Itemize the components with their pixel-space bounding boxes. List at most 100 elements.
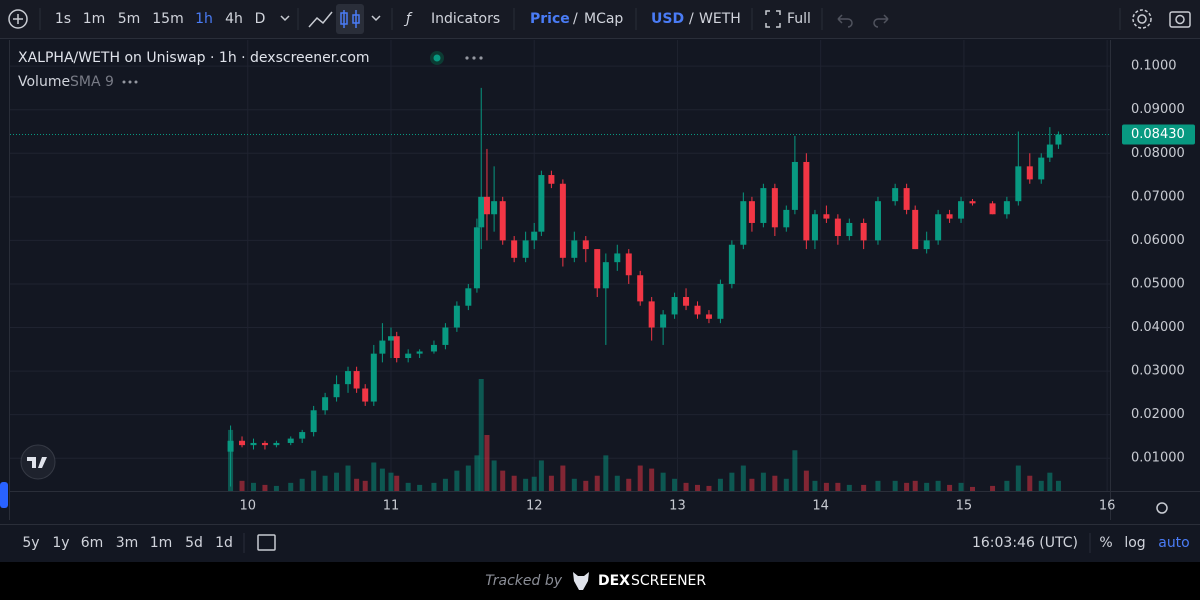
candle-body xyxy=(625,253,632,276)
candle-body xyxy=(1015,166,1022,202)
auto-toggle[interactable]: auto xyxy=(1158,535,1190,551)
volume-bar xyxy=(431,482,437,491)
y-tick-label: 0.1000 xyxy=(1131,59,1177,74)
volume-bar xyxy=(772,475,778,491)
candle-body xyxy=(483,196,490,215)
undo-button[interactable] xyxy=(837,14,853,28)
volume-bar xyxy=(649,468,655,491)
volume-bar xyxy=(523,478,529,491)
candle-body xyxy=(728,244,735,284)
candle-body xyxy=(874,201,881,241)
last-price-badge xyxy=(1122,124,1195,145)
price-toggle-other[interactable]: MCap xyxy=(584,11,623,27)
range-button[interactable]: 1m xyxy=(150,535,173,551)
volume-bar xyxy=(560,465,566,491)
interval-button[interactable]: 1m xyxy=(83,11,106,27)
volume-bar xyxy=(394,475,400,491)
volume-bar xyxy=(262,484,268,491)
percent-toggle[interactable]: % xyxy=(1099,535,1112,551)
chart-type-dropdown[interactable] xyxy=(371,15,381,22)
line-chart-button[interactable] xyxy=(308,11,333,28)
x-tick-label: 15 xyxy=(956,499,973,514)
interval-button[interactable]: D xyxy=(255,11,266,27)
candle-body xyxy=(683,297,690,306)
candle-body xyxy=(637,275,644,302)
candle-body xyxy=(771,188,778,228)
candle-body xyxy=(760,188,767,223)
range-button[interactable]: 1d xyxy=(215,535,233,551)
candle-body xyxy=(903,188,910,210)
interval-button[interactable]: 1s xyxy=(55,11,71,27)
candle-body xyxy=(379,340,386,354)
range-button[interactable]: 1y xyxy=(52,535,69,551)
candle-body xyxy=(602,262,609,289)
dexscreener-logo xyxy=(573,572,589,590)
indicators-button[interactable]: Indicators xyxy=(431,11,500,27)
screenshot-button[interactable] xyxy=(1169,11,1191,28)
range-button[interactable]: 5d xyxy=(185,535,203,551)
volume-bar xyxy=(548,475,554,491)
volume-bar xyxy=(660,472,666,491)
interval-button[interactable]: 5m xyxy=(118,11,141,27)
candle-body xyxy=(969,201,976,204)
full-button[interactable]: Full xyxy=(787,11,811,27)
redo-button[interactable] xyxy=(873,14,889,28)
candle-body xyxy=(791,161,798,210)
interval-button[interactable]: 1h xyxy=(195,11,213,27)
volume-bar xyxy=(345,465,351,491)
axis-settings[interactable] xyxy=(1156,502,1168,514)
range-button[interactable]: 3m xyxy=(116,535,139,551)
axes: 0.01000 0.02000 0.03000 0.04000 0.05000 0.060… xyxy=(10,59,1195,514)
candle-body xyxy=(694,305,701,315)
volume-bar xyxy=(405,482,411,491)
volume-bar xyxy=(947,484,953,491)
side-panel-toggle[interactable] xyxy=(0,482,8,508)
volume-sma: SMA 9 xyxy=(70,74,114,90)
currency-toggle-other[interactable]: WETH xyxy=(699,11,741,27)
candle-body xyxy=(287,438,294,443)
volume-bar xyxy=(861,484,867,491)
x-tick-label: 12 xyxy=(526,499,543,514)
interval-button[interactable]: 15m xyxy=(152,11,183,27)
date-range-button[interactable] xyxy=(257,534,276,551)
log-toggle[interactable]: log xyxy=(1124,535,1145,551)
add-symbol-button[interactable] xyxy=(8,9,28,29)
volume-bar xyxy=(760,472,766,491)
volume-bar xyxy=(571,478,577,491)
candle-body xyxy=(353,371,360,389)
range-button[interactable]: 6m xyxy=(81,535,104,551)
candle-body xyxy=(491,201,498,215)
volume-bar xyxy=(334,472,340,491)
brand-dex: DEX xyxy=(598,573,630,589)
status-dot xyxy=(433,54,441,62)
y-tick-label: 0.08000 xyxy=(1131,146,1185,161)
tracked-by: Tracked by xyxy=(485,573,562,589)
volume-bar xyxy=(379,468,385,491)
volume-bar xyxy=(474,455,480,491)
interval-dropdown[interactable] xyxy=(280,15,290,22)
interval-button[interactable]: 4h xyxy=(225,11,243,27)
volume-bar xyxy=(626,478,632,491)
volume-bar xyxy=(717,478,723,491)
volume-bar xyxy=(729,472,735,491)
candle-body xyxy=(531,231,538,241)
candle-body xyxy=(370,353,377,402)
candle-body xyxy=(717,283,724,319)
price-toggle-active[interactable]: Price xyxy=(530,11,570,27)
volume-bar xyxy=(1055,480,1061,491)
title-menu[interactable] xyxy=(465,56,483,60)
volume-bar xyxy=(892,480,898,491)
y-tick-label: 0.07000 xyxy=(1131,189,1185,204)
currency-toggle-active[interactable]: USD xyxy=(651,11,684,27)
candle-button-active[interactable] xyxy=(336,4,364,34)
candle-body xyxy=(1038,157,1045,180)
candle-body xyxy=(345,371,352,385)
candle-body xyxy=(511,240,518,258)
volume-bar xyxy=(454,470,460,491)
volume-menu[interactable] xyxy=(122,80,138,84)
settings-button[interactable] xyxy=(1137,14,1147,24)
candle-body xyxy=(239,440,246,446)
range-button[interactable]: 5y xyxy=(22,535,39,551)
